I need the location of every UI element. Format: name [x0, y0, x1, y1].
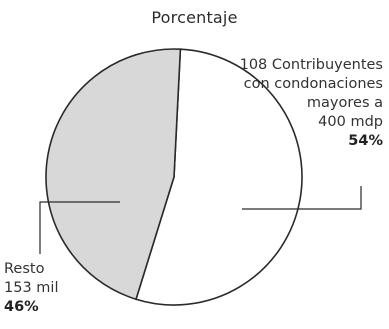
slice-label-line: 108 Contribuyentes: [239, 57, 383, 73]
slice-label-line: 400 mdp: [318, 114, 383, 130]
slice-percent-label: 46%: [4, 299, 39, 315]
pie-slice-resto: [45, 48, 182, 301]
chart-title: Porcentaje: [151, 8, 238, 27]
leader-line-contribuyentes: [242, 186, 362, 210]
slice-label-line: 153 mil: [4, 280, 59, 296]
slice-label-line: con condonaciones: [243, 76, 383, 92]
slice-label-line: Resto: [4, 261, 45, 277]
slice-label-line: mayores a: [306, 95, 383, 111]
slice-label-contribuyentes: 108 Contribuyentes con condonaciones may…: [240, 56, 383, 151]
slice-label-resto: Resto 153 mil 46%: [4, 260, 58, 317]
slice-percent-label: 54%: [348, 133, 383, 149]
leader-line-resto: [39, 201, 120, 254]
